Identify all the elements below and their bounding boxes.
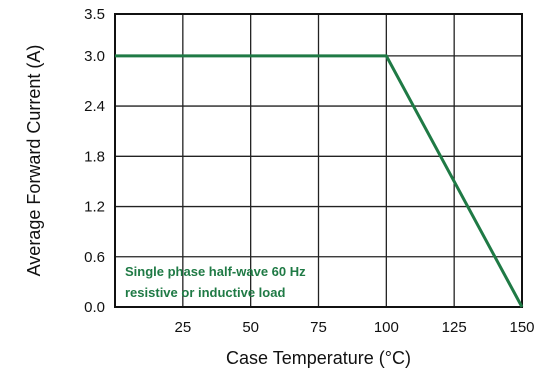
y-tick-label: 0.6 — [84, 249, 105, 266]
y-tick-label: 1.8 — [84, 148, 105, 165]
derating-curve — [115, 54, 524, 308]
y-tick-label: 2.4 — [84, 98, 105, 115]
x-tick-label: 75 — [310, 319, 327, 336]
x-axis-label: Case Temperature (°C) — [226, 348, 411, 368]
y-tick-label: 0.0 — [84, 299, 105, 316]
x-tick-label: 150 — [509, 319, 534, 336]
x-tick-label: 50 — [242, 319, 259, 336]
x-tick-label: 100 — [374, 319, 399, 336]
annotation-line-2: resistive or inductive load — [125, 285, 285, 300]
x-tick-label: 25 — [174, 319, 191, 336]
y-tick-label: 1.2 — [84, 199, 105, 216]
y-tick-label: 3.5 — [84, 6, 105, 23]
annotation-line-1: Single phase half-wave 60 Hz — [125, 264, 306, 279]
y-axis-label: Average Forward Current (A) — [24, 45, 44, 277]
x-tick-labels: 25 50 75 100 125 150 — [174, 319, 534, 336]
y-tick-labels: 0.0 0.6 1.2 1.8 2.4 3.0 3.5 — [84, 6, 105, 316]
x-tick-label: 125 — [442, 319, 467, 336]
y-tick-label: 3.0 — [84, 48, 105, 65]
plot-frame — [114, 13, 523, 308]
